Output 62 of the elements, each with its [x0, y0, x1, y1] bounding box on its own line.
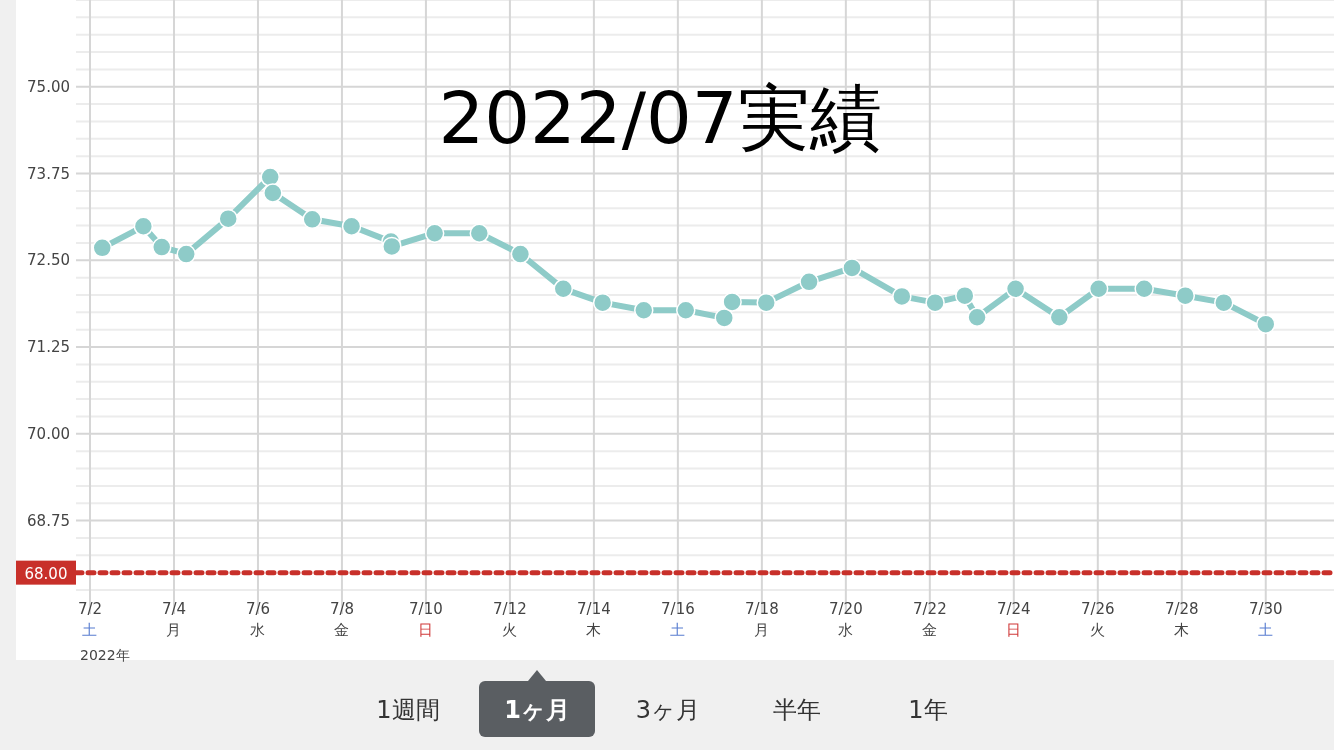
point — [892, 286, 912, 307]
x-tick-label: 7/14 木 — [577, 600, 611, 639]
point — [676, 300, 696, 321]
point — [151, 237, 172, 257]
point — [263, 183, 283, 203]
point — [1049, 307, 1070, 327]
point — [510, 244, 531, 264]
x-tick-label: 7/16 土 — [661, 600, 695, 639]
point — [967, 307, 987, 327]
x-tick-label: 7/18 月 — [745, 600, 779, 639]
point — [1214, 292, 1234, 313]
point — [341, 216, 362, 237]
y-tick-label: 75.00 — [27, 77, 70, 96]
y-tick-label: 73.75 — [27, 164, 70, 183]
y-tick-label: 68.75 — [27, 511, 70, 530]
text: 3ヶ月 — [635, 696, 701, 724]
x-tick-label: 7/8 金 — [329, 600, 355, 639]
point — [634, 300, 654, 321]
x-tick-label: 7/4 月 — [161, 600, 187, 639]
x-tick-label: 7/28 木 — [1164, 600, 1199, 639]
point — [955, 285, 975, 306]
point — [260, 167, 280, 187]
x-tick-label: 7/24 日 — [996, 600, 1031, 639]
point — [756, 292, 776, 313]
point — [714, 308, 734, 328]
text: 半年 — [773, 696, 821, 724]
point — [176, 244, 196, 264]
point — [1256, 314, 1276, 334]
x-tick-label: 7/10 日 — [409, 600, 443, 639]
x-tick-label: 7/2 土 — [77, 600, 103, 639]
text: 1年 — [908, 696, 948, 724]
point — [424, 223, 445, 243]
text: 2022年 — [80, 647, 130, 663]
ref-line-label: 68.00 — [24, 564, 68, 583]
x-tick-label: 7/12 火 — [493, 600, 527, 639]
point — [925, 292, 945, 313]
y-tick-label: 70.00 — [27, 424, 70, 443]
point — [842, 258, 862, 278]
point — [469, 223, 490, 243]
y-tick-label: 71.25 — [27, 338, 70, 357]
point — [1088, 279, 1109, 299]
point — [133, 216, 154, 237]
x-tick-label: 7/22 金 — [912, 600, 947, 639]
point — [92, 238, 112, 258]
text: 2022/07実績 — [438, 76, 882, 160]
point — [1134, 279, 1154, 299]
x-tick-label: 7/30 土 — [1248, 600, 1283, 639]
point — [1175, 285, 1196, 306]
point — [1005, 279, 1026, 299]
point — [799, 272, 819, 292]
x-tick-label: 7/20 水 — [829, 600, 863, 639]
point — [382, 236, 402, 257]
x-tick-label: 7/6 水 — [245, 600, 271, 639]
point — [218, 208, 238, 229]
point — [302, 209, 322, 230]
point — [722, 292, 742, 312]
point — [592, 292, 613, 313]
text: 1週間 — [376, 696, 440, 724]
x-tick-label: 7/26 火 — [1080, 600, 1115, 639]
point — [553, 279, 574, 299]
text: 1ヶ月 — [504, 696, 570, 724]
y-tick-label: 72.50 — [27, 251, 70, 270]
